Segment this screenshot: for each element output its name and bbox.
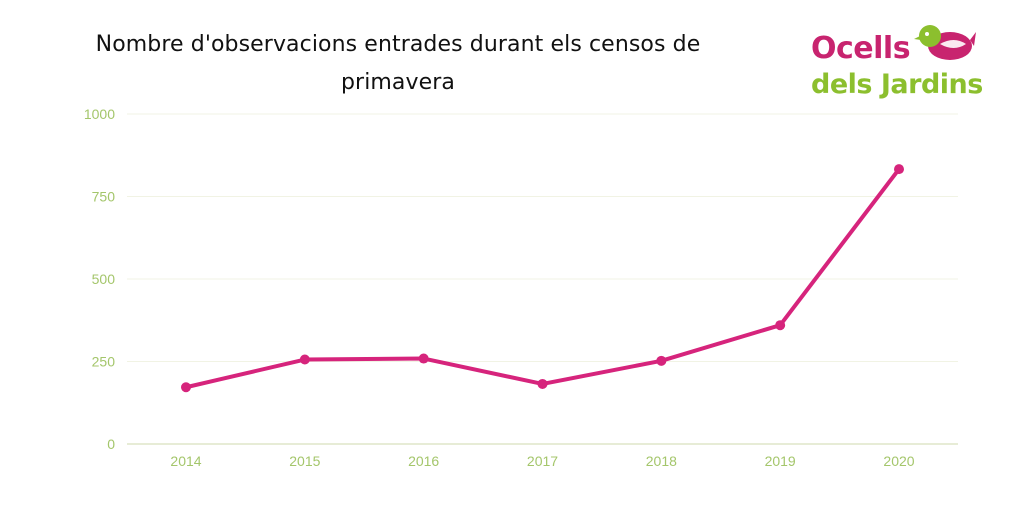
- series-line: [184, 167, 901, 390]
- grid-lines: [127, 113, 958, 445]
- chart-title: Nombre d'observacions entrades durant el…: [95, 32, 701, 95]
- y-tick-label: 750: [92, 189, 116, 205]
- x-tick-label: 2014: [170, 453, 201, 469]
- x-tick-label: 2016: [408, 453, 439, 469]
- x-tick-label: 2018: [646, 453, 677, 469]
- y-tick-label: 250: [92, 354, 116, 370]
- logo-text-dels-jardins: dels Jardins: [811, 69, 983, 100]
- y-axis-ticks: 0 250 500 750 1000: [84, 106, 115, 452]
- x-tick-label: 2017: [527, 453, 558, 469]
- y-tick-label: 1000: [84, 106, 115, 122]
- data-point-2019: [775, 320, 786, 331]
- x-axis-ticks: 2014 2015 2016 2017 2018 2019 2020: [170, 453, 914, 469]
- x-tick-label: 2019: [765, 453, 796, 469]
- data-point-2014: [181, 382, 191, 393]
- y-tick-label: 0: [107, 436, 115, 452]
- data-point-2017: [537, 378, 548, 389]
- data-point-2020: [894, 164, 904, 175]
- logo: Ocells dels Jardins: [806, 22, 986, 112]
- series-group: [181, 164, 904, 393]
- x-tick-label: 2015: [289, 453, 320, 469]
- x-tick-label: 2020: [883, 453, 914, 469]
- logo-text-ocells: Ocells: [811, 31, 911, 66]
- y-tick-label: 500: [92, 271, 116, 287]
- data-point-2018: [656, 355, 667, 366]
- bird-icon: [914, 25, 976, 60]
- data-point-2015: [299, 354, 310, 365]
- data-point-2016: [418, 353, 429, 364]
